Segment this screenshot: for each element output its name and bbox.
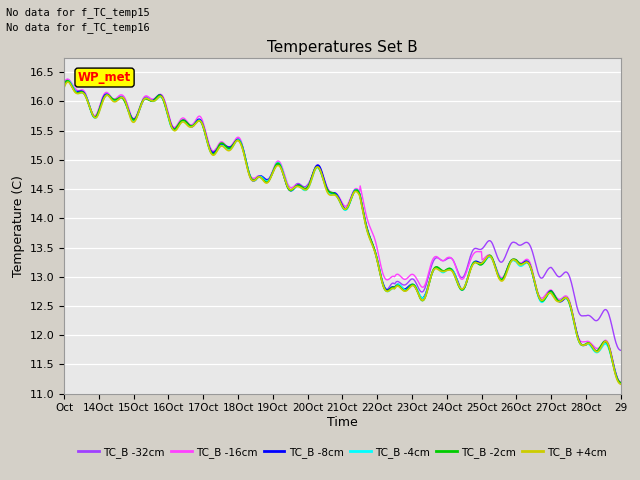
Text: No data for f_TC_temp15: No data for f_TC_temp15 xyxy=(6,7,150,18)
Y-axis label: Temperature (C): Temperature (C) xyxy=(12,175,26,276)
Text: WP_met: WP_met xyxy=(78,71,131,84)
X-axis label: Time: Time xyxy=(327,416,358,429)
Legend: TC_B -32cm, TC_B -16cm, TC_B -8cm, TC_B -4cm, TC_B -2cm, TC_B +4cm: TC_B -32cm, TC_B -16cm, TC_B -8cm, TC_B … xyxy=(74,443,611,462)
Text: No data for f_TC_temp16: No data for f_TC_temp16 xyxy=(6,22,150,33)
Title: Temperatures Set B: Temperatures Set B xyxy=(267,40,418,55)
